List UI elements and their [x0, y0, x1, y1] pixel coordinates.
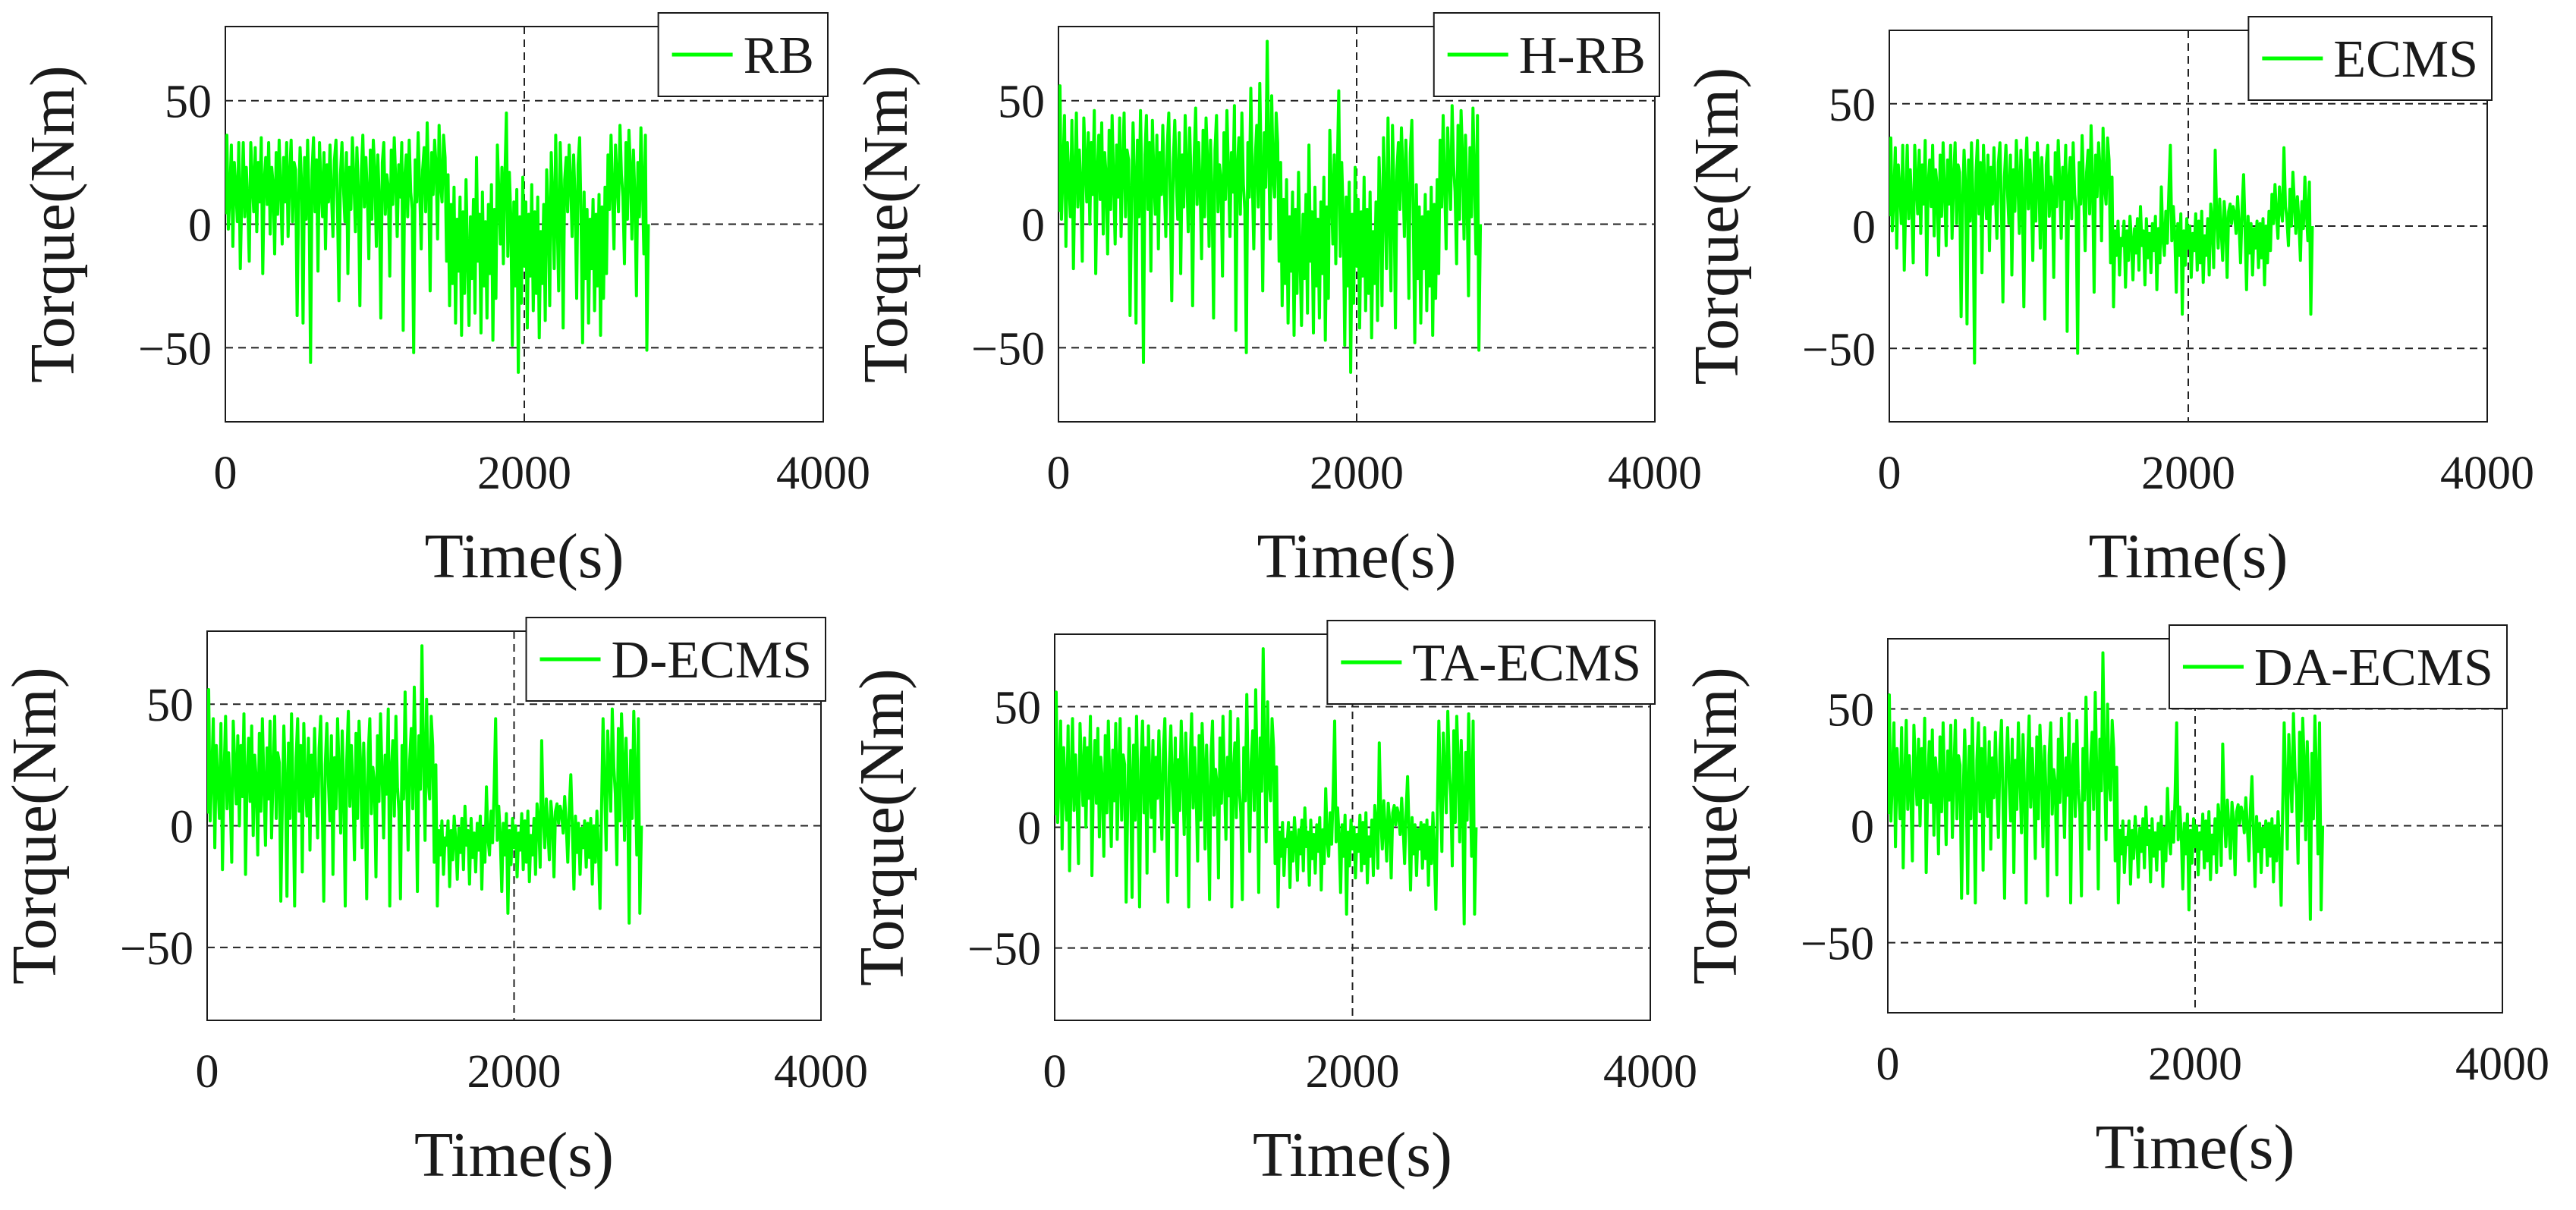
x-tick-label: 4000	[774, 1046, 868, 1098]
y-tick-label: −50	[138, 323, 212, 375]
y-tick-label: 50	[998, 77, 1045, 128]
y-tick-label: −50	[967, 924, 1041, 976]
series-line-rb	[225, 112, 650, 374]
series-line-da-ecms	[1888, 651, 2325, 921]
x-tick-label: 2000	[2148, 1039, 2242, 1090]
y-tick-label: 0	[1851, 802, 1874, 853]
y-axis-label: Torque(Nm)	[0, 667, 70, 985]
y-axis-label: Torque(Nm)	[1681, 68, 1752, 385]
x-tick-label: 4000	[2440, 448, 2534, 499]
x-axis-label: Time(s)	[2089, 521, 2288, 592]
y-tick-label: 0	[1021, 200, 1045, 252]
x-tick-label: 0	[1043, 1046, 1067, 1098]
series-line-ta-ecms	[1055, 647, 1478, 926]
x-tick-label: 0	[196, 1046, 219, 1098]
x-axis-label: Time(s)	[1257, 521, 1457, 592]
legend-label: RB	[744, 27, 814, 85]
legend: DA-ECMS	[2168, 624, 2508, 709]
x-tick-label: 2000	[2141, 448, 2235, 499]
series-line-d-ecms	[207, 644, 643, 925]
chart-panel-5: 50 0 −50 0 2000 4000 Time(s) Torque(Nm) TA-ECMS	[847, 620, 1697, 1190]
x-tick-label: 2000	[467, 1046, 561, 1098]
y-tick-label: 0	[188, 200, 212, 252]
chart-panel-1: 50 0 −50 0 2000 4000 Time(s) Torque(Nm) RB	[17, 12, 870, 592]
legend: TA-ECMS	[1326, 620, 1656, 705]
x-tick-label: 4000	[1608, 448, 1702, 499]
x-tick-label: 0	[214, 448, 237, 499]
chart-panel-4: 50 0 −50 0 2000 4000 Time(s) Torque(Nm) D-ECMS	[0, 617, 868, 1190]
y-tick-label: 0	[170, 802, 193, 853]
x-tick-label: 2000	[477, 448, 571, 499]
y-tick-label: 50	[994, 682, 1041, 734]
legend-label: DA-ECMS	[2254, 639, 2493, 697]
y-axis-label: Torque(Nm)	[1680, 667, 1750, 985]
y-tick-label: 0	[1018, 803, 1041, 855]
legend: ECMS	[2247, 16, 2493, 101]
x-tick-label: 0	[1876, 1039, 1900, 1090]
x-tick-label: 2000	[1306, 1046, 1400, 1098]
legend-label: ECMS	[2333, 30, 2478, 89]
y-tick-label: −50	[120, 923, 193, 975]
legend: RB	[657, 12, 829, 97]
y-axis-label: Torque(Nm)	[847, 668, 917, 986]
x-axis-label: Time(s)	[2096, 1112, 2295, 1183]
y-tick-label: 0	[1852, 202, 1876, 253]
y-tick-label: −50	[1801, 919, 1874, 970]
y-tick-label: 50	[146, 680, 193, 731]
series-line-ecms	[1889, 124, 2314, 365]
x-tick-label: 4000	[2455, 1039, 2549, 1090]
series-line-h-rb	[1058, 39, 1483, 374]
y-tick-label: 50	[1827, 684, 1874, 736]
legend-label: TA-ECMS	[1412, 634, 1641, 693]
x-tick-label: 4000	[1603, 1046, 1697, 1098]
y-tick-label: −50	[1802, 324, 1876, 376]
y-axis-label: Torque(Nm)	[17, 65, 88, 383]
x-tick-label: 0	[1878, 448, 1901, 499]
y-tick-label: −50	[971, 323, 1045, 375]
y-axis-label: Torque(Nm)	[851, 65, 921, 383]
chart-panel-2: 50 0 −50 0 2000 4000 Time(s) Torque(Nm) H-RB	[851, 12, 1702, 592]
x-axis-label: Time(s)	[425, 521, 624, 592]
x-axis-label: Time(s)	[1253, 1120, 1452, 1190]
legend-label: D-ECMS	[612, 631, 812, 690]
legend-box	[2247, 16, 2493, 101]
y-tick-label: 50	[165, 77, 212, 128]
y-tick-label: 50	[1829, 80, 1876, 131]
legend: D-ECMS	[525, 617, 826, 702]
legend: H-RB	[1433, 12, 1660, 97]
x-axis-label: Time(s)	[414, 1120, 614, 1190]
legend-label: H-RB	[1519, 27, 1646, 85]
x-tick-label: 0	[1047, 448, 1071, 499]
chart-panel-6: 50 0 −50 0 2000 4000 Time(s) Torque(Nm) DA-ECMS	[1680, 624, 2549, 1183]
x-tick-label: 2000	[1310, 448, 1404, 499]
chart-panel-3: 50 0 −50 0 2000 4000 Time(s) Torque(Nm) ECMS	[1681, 16, 2534, 592]
x-tick-label: 4000	[776, 448, 870, 499]
